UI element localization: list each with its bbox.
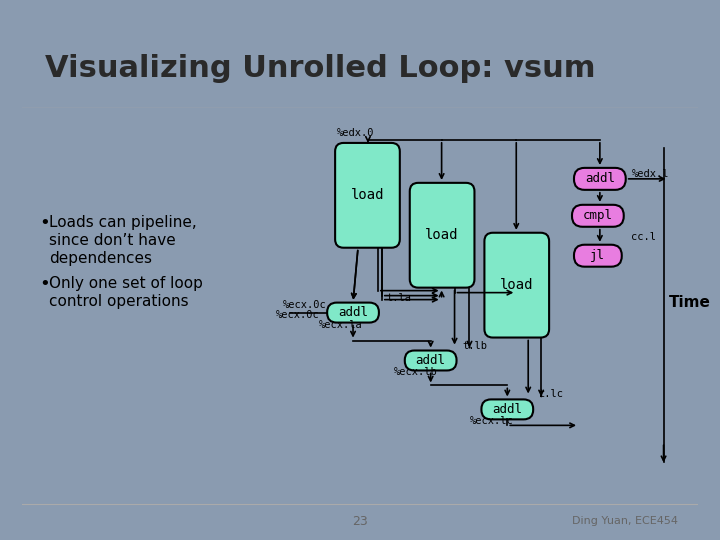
FancyBboxPatch shape [327,302,379,322]
Text: t.lb: t.lb [462,341,487,350]
Text: load: load [500,278,534,292]
Text: 23: 23 [352,515,368,528]
Text: jl: jl [590,249,606,262]
Text: dependences: dependences [50,251,153,266]
Text: Visualizing Unrolled Loop: vsum: Visualizing Unrolled Loop: vsum [45,54,595,83]
Text: addl: addl [585,172,615,185]
FancyBboxPatch shape [482,400,534,420]
Text: %edx.0: %edx.0 [337,128,374,138]
FancyBboxPatch shape [572,205,624,227]
Text: %ecx.la: %ecx.la [319,320,363,329]
Text: addl: addl [415,354,446,367]
Text: addl: addl [492,403,522,416]
Text: •: • [40,214,50,232]
Text: load: load [351,188,384,202]
FancyBboxPatch shape [574,168,626,190]
Text: Ding Yuan, ECE454: Ding Yuan, ECE454 [572,516,678,526]
Text: t.lc: t.lc [538,389,563,400]
Text: load: load [426,228,459,242]
Text: t.la: t.la [387,293,412,302]
Text: Only one set of loop: Only one set of loop [50,276,203,291]
Text: since don’t have: since don’t have [50,233,176,248]
FancyBboxPatch shape [410,183,474,288]
Text: control operations: control operations [50,294,189,309]
Text: cmpl: cmpl [583,210,613,222]
Text: •: • [40,275,50,293]
Text: %ecx.lc: %ecx.lc [469,416,513,427]
FancyBboxPatch shape [574,245,622,267]
FancyBboxPatch shape [335,143,400,248]
Text: Time: Time [669,295,711,310]
Text: %ecx.0c: %ecx.0c [284,300,327,309]
Text: %ecx.lb: %ecx.lb [394,367,438,377]
FancyBboxPatch shape [485,233,549,338]
Text: cc.l: cc.l [631,232,656,242]
FancyBboxPatch shape [405,350,456,370]
Text: Loads can pipeline,: Loads can pipeline, [50,215,197,230]
Text: %ecx.0c: %ecx.0c [275,309,319,320]
Text: %edx.l: %edx.l [631,169,669,179]
Text: addl: addl [338,306,368,319]
